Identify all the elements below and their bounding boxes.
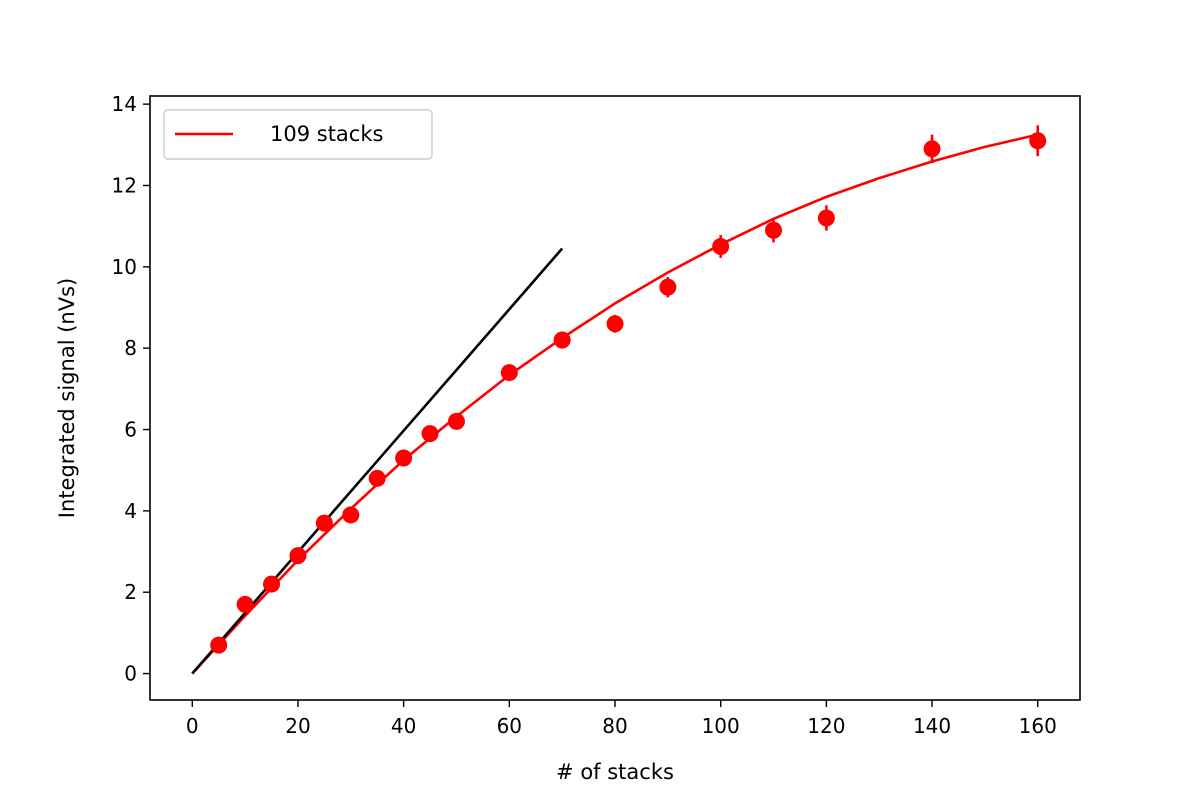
data-point: [659, 278, 677, 296]
data-point: [817, 209, 835, 227]
data-point: [765, 221, 783, 239]
data-point: [1029, 132, 1047, 150]
data-point: [342, 506, 360, 524]
x-tick-label: 40: [391, 714, 416, 738]
y-tick-label: 0: [124, 662, 137, 686]
y-tick-label: 10: [112, 255, 137, 279]
data-point: [236, 595, 254, 613]
y-tick-label: 12: [112, 173, 137, 197]
fit-curve: [191, 133, 1039, 675]
data-point: [421, 425, 439, 443]
legend-box: [163, 109, 433, 160]
x-tick-label: 160: [1019, 714, 1057, 738]
data-point: [606, 315, 624, 333]
legend-label: 109 stacks: [270, 122, 383, 146]
x-tick-label: 120: [807, 714, 845, 738]
legend: 109 stacks: [163, 109, 433, 160]
x-tick-label: 100: [702, 714, 740, 738]
x-axis: 0 20 40 60 80 100 120 140 160: [186, 700, 1057, 738]
x-tick-label: 140: [913, 714, 951, 738]
data-point: [395, 449, 413, 467]
y-axis: 0 2 4 6 8 10 12 14: [112, 92, 150, 686]
data-point: [923, 140, 941, 158]
y-tick-label: 4: [124, 499, 137, 523]
x-axis-label: # of stacks: [556, 760, 674, 784]
data-point: [368, 469, 386, 487]
data-point: [289, 547, 307, 565]
y-tick-label: 8: [124, 336, 137, 360]
data-point: [553, 331, 571, 349]
y-tick-label: 14: [112, 92, 137, 116]
y-tick-label: 2: [124, 580, 137, 604]
x-tick-label: 80: [602, 714, 627, 738]
data-point: [500, 364, 518, 382]
x-tick-label: 20: [285, 714, 310, 738]
reference-line: [191, 247, 564, 675]
data-point: [712, 237, 730, 255]
data-layer: [191, 125, 1047, 675]
data-point: [315, 514, 333, 532]
data-point: [263, 575, 281, 593]
x-tick-label: 0: [186, 714, 199, 738]
data-point: [447, 412, 465, 430]
y-axis-label: Integrated signal (nVs): [55, 278, 79, 518]
y-tick-label: 6: [124, 418, 137, 442]
data-point: [210, 636, 228, 654]
x-tick-label: 60: [497, 714, 522, 738]
